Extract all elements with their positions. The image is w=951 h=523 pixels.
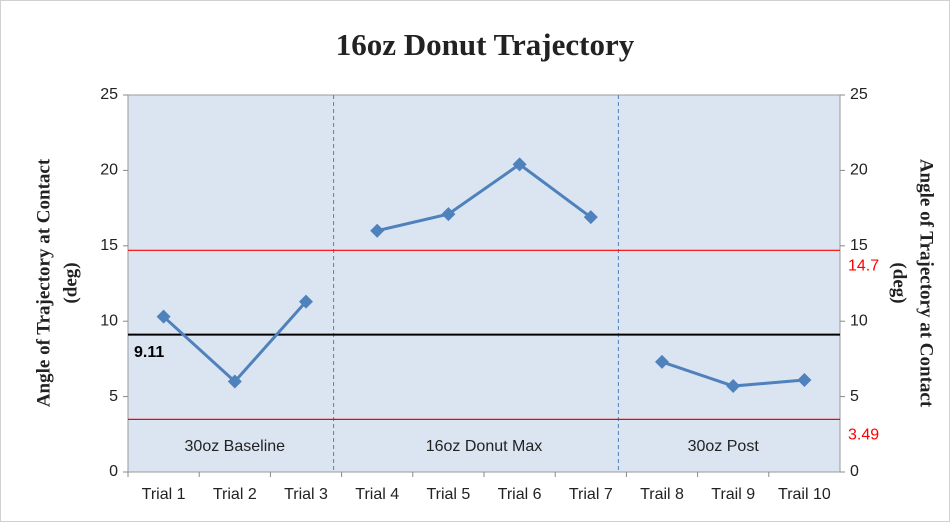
- y2-tick-label: 20: [850, 162, 868, 179]
- marker: [441, 207, 456, 222]
- x-tick-label: Trial 7: [569, 486, 613, 503]
- y2-tick-label: 15: [850, 237, 868, 254]
- marker: [797, 373, 812, 388]
- reference-label: 9.11: [134, 344, 164, 361]
- y2-tick-label: 10: [850, 312, 868, 329]
- x-tick-label: Trial 6: [498, 486, 542, 503]
- reference-label: 14.7: [848, 258, 879, 275]
- x-tick-label: Trail 9: [711, 486, 755, 503]
- reference-label: 3.49: [848, 427, 879, 444]
- x-tick-label: Trail 10: [778, 486, 831, 503]
- y-tick-label: 0: [109, 463, 118, 480]
- marker: [227, 374, 242, 389]
- y2-axis-label: (deg): [889, 262, 910, 303]
- marker: [370, 223, 385, 238]
- y2-axis-label: Angle of Trajectory at Contact: [916, 159, 937, 408]
- phase-label: 16oz Donut Max: [426, 438, 543, 455]
- y2-tick-label: 25: [850, 86, 868, 103]
- x-tick-label: Trial 4: [355, 486, 399, 503]
- marker: [156, 309, 171, 324]
- marker: [583, 210, 598, 225]
- phase-label: 30oz Baseline: [185, 438, 286, 455]
- series-line: [376, 162, 592, 233]
- phase-label: 30oz Post: [688, 438, 760, 455]
- y2-tick-label: 0: [850, 463, 859, 480]
- x-tick-label: Trial 1: [142, 486, 186, 503]
- plot-area: [127, 94, 841, 473]
- y-axis-label: (deg): [60, 262, 81, 303]
- y-axis-label: Angle of Trajectory at Contact: [33, 158, 54, 407]
- x-tick-label: Trail 8: [640, 486, 684, 503]
- chart-title: 16oz Donut Trajectory: [336, 27, 635, 62]
- x-tick-label: Trial 2: [213, 486, 257, 503]
- marker: [299, 294, 313, 309]
- y-tick-label: 20: [100, 162, 118, 179]
- y-tick-label: 10: [100, 312, 118, 329]
- y-tick-label: 5: [109, 388, 118, 405]
- marker: [655, 354, 669, 369]
- marker: [512, 157, 527, 172]
- y-tick-label: 25: [100, 86, 118, 103]
- marker: [726, 379, 741, 394]
- x-tick-label: Trial 3: [284, 486, 328, 503]
- y2-tick-label: 5: [850, 388, 859, 405]
- x-tick-label: Trial 5: [426, 486, 470, 503]
- y-tick-label: 15: [100, 237, 118, 254]
